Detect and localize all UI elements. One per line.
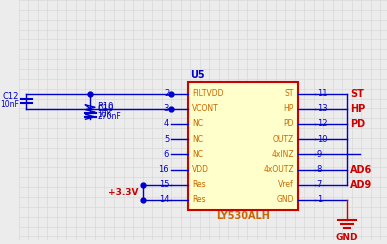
Text: OUTZ: OUTZ [272, 135, 294, 144]
Text: 7: 7 [317, 180, 322, 189]
Text: 1: 1 [317, 195, 322, 204]
Text: NC: NC [192, 120, 203, 129]
Text: 11: 11 [317, 89, 327, 98]
Text: 270nF: 270nF [98, 112, 122, 121]
Text: LY530ALH: LY530ALH [216, 211, 270, 221]
Text: PD: PD [283, 120, 294, 129]
Text: PD: PD [350, 119, 365, 129]
Text: VDD: VDD [192, 165, 209, 174]
Text: ST: ST [350, 89, 364, 99]
Text: 3: 3 [164, 104, 169, 113]
Text: 4xINZ: 4xINZ [271, 150, 294, 159]
Text: U5: U5 [190, 70, 205, 80]
Text: 5: 5 [164, 135, 169, 144]
Text: 9: 9 [317, 150, 322, 159]
Text: 8: 8 [317, 165, 322, 174]
Text: 15: 15 [159, 180, 169, 189]
Text: HP: HP [283, 104, 294, 113]
Text: C10: C10 [98, 104, 114, 113]
Text: 2: 2 [164, 89, 169, 98]
Text: HP: HP [350, 104, 365, 114]
Text: 4: 4 [164, 120, 169, 129]
Text: Res: Res [192, 180, 205, 189]
Text: 10K: 10K [97, 110, 111, 119]
Text: GND: GND [276, 195, 294, 204]
Text: 14: 14 [159, 195, 169, 204]
Bar [188, 82, 298, 210]
Text: 10nF: 10nF [0, 100, 19, 109]
Text: Res: Res [192, 195, 205, 204]
Text: VCONT: VCONT [192, 104, 219, 113]
Text: ST: ST [284, 89, 294, 98]
Text: C12: C12 [2, 92, 19, 101]
Text: AD9: AD9 [350, 180, 372, 190]
Text: GND: GND [336, 234, 358, 243]
Text: 6: 6 [164, 150, 169, 159]
Text: 12: 12 [317, 120, 327, 129]
Text: FILTVDD: FILTVDD [192, 89, 224, 98]
Text: 4xOUTZ: 4xOUTZ [263, 165, 294, 174]
Text: +3.3V: +3.3V [108, 188, 139, 197]
Text: NC: NC [192, 135, 203, 144]
Text: Vref: Vref [278, 180, 294, 189]
Text: AD6: AD6 [350, 165, 372, 175]
Text: NC: NC [192, 150, 203, 159]
Text: 13: 13 [317, 104, 327, 113]
Text: R10: R10 [97, 102, 113, 111]
Text: 10: 10 [317, 135, 327, 144]
Text: 16: 16 [159, 165, 169, 174]
